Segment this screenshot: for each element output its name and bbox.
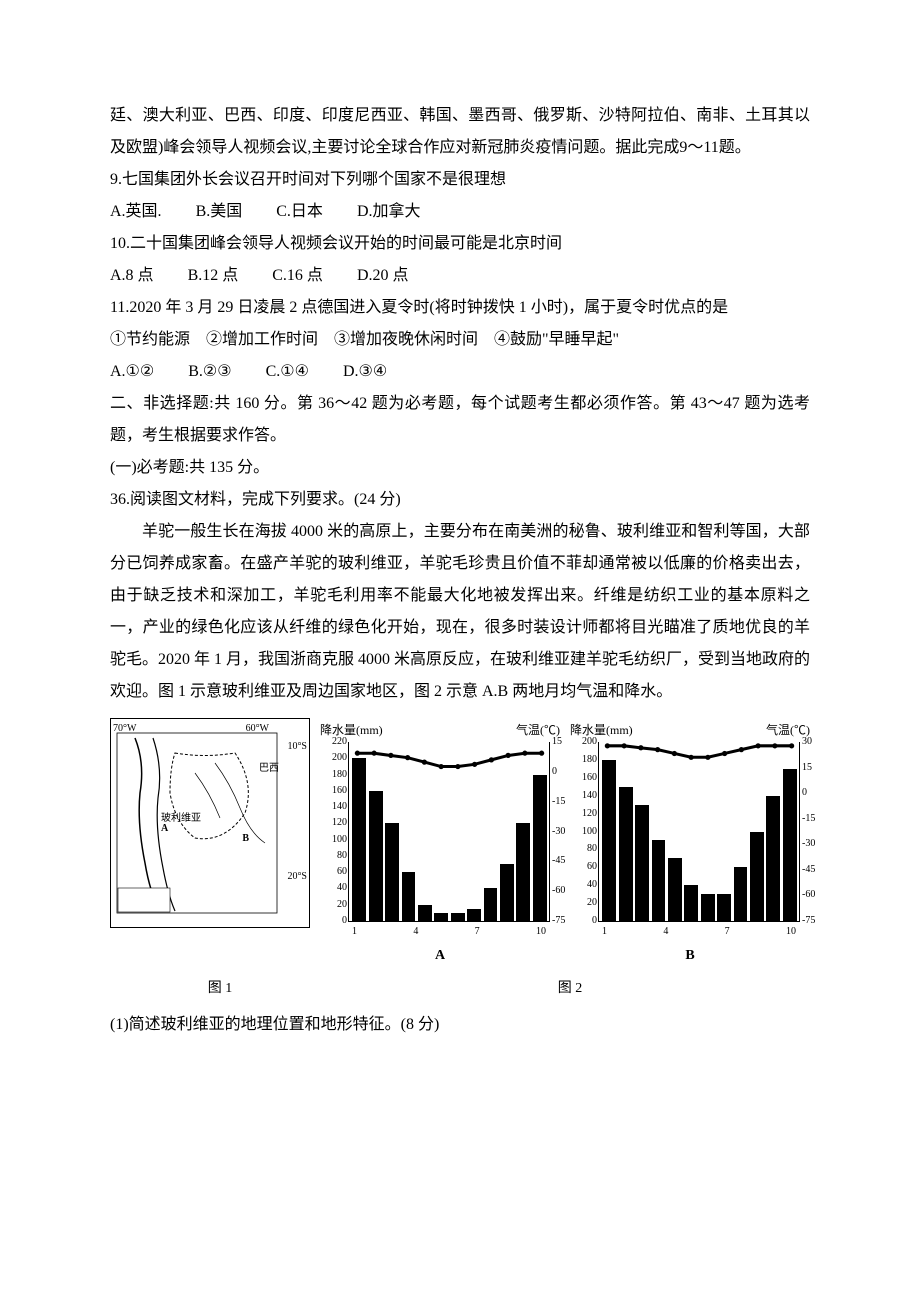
q10-optC: C.16 点 — [272, 260, 323, 292]
ytick-left: 200 — [571, 732, 597, 752]
figure2-charts: 降水量(mm) 气温(℃) 02040608010012014016018020… — [320, 718, 810, 970]
ytick-left: 120 — [571, 804, 597, 824]
intro-paragraph: 廷、澳大利亚、巴西、印度、印度尼西亚、韩国、墨西哥、俄罗斯、沙特阿拉伯、南非、土… — [110, 100, 810, 164]
ytick-left: 220 — [321, 732, 347, 752]
ytick-left: 100 — [571, 822, 597, 842]
q9-optB: B.美国 — [196, 196, 243, 228]
fig1-caption: 图 1 — [110, 975, 330, 1003]
q10-optA: A.8 点 — [110, 260, 154, 292]
ytick-left: 180 — [571, 750, 597, 770]
q11-optA: A.①② — [110, 356, 154, 388]
q11-optB: B.②③ — [188, 356, 231, 388]
section2-header: 二、非选择题:共 160 分。第 36～42 题为必考题，每个试题考生都必须作答… — [110, 388, 810, 452]
ytick-right: 15 — [802, 758, 836, 778]
chart-b-sub: B — [570, 942, 810, 970]
ytick-right: -75 — [802, 911, 836, 931]
ytick-right: 0 — [802, 783, 836, 803]
ytick-left: 60 — [571, 857, 597, 877]
ytick-right: 30 — [802, 732, 836, 752]
q36-sub1: (1)简述玻利维亚的地理位置和地形特征。(8 分) — [110, 1009, 810, 1041]
q11-stem: 11.2020 年 3 月 29 日凌晨 2 点德国进入夏令时(将时钟拨快 1 … — [110, 292, 810, 324]
q36-stem: 36.阅读图文材料，完成下列要求。(24 分) — [110, 484, 810, 516]
q10-optB: B.12 点 — [188, 260, 239, 292]
ytick-left: 80 — [571, 839, 597, 859]
ytick-left: 20 — [571, 893, 597, 913]
q9-optD: D.加拿大 — [357, 196, 421, 228]
figure1-map: 70°W 60°W 10°S 20°S 巴西 玻利维亚 A B — [110, 718, 310, 928]
q9-optA: A.英国. — [110, 196, 162, 228]
fig2-caption: 图 2 — [330, 975, 810, 1003]
q11-items: ①节约能源 ②增加工作时间 ③增加夜晚休闲时间 ④鼓励"早睡早起" — [110, 324, 810, 356]
chart-a-sub: A — [320, 942, 560, 970]
q36-passage: 羊驼一般生长在海拔 4000 米的高原上，主要分布在南美洲的秘鲁、玻利维亚和智利… — [110, 516, 810, 708]
chart-b-area: 020406080100120140160180200 -75-60-45-30… — [598, 742, 800, 922]
map-svg — [115, 723, 305, 923]
figures-row: 70°W 60°W 10°S 20°S 巴西 玻利维亚 A B 降水量(mm) … — [110, 718, 810, 970]
section2-sub: (一)必考题:共 135 分。 — [110, 452, 810, 484]
ytick-right: -60 — [802, 885, 836, 905]
ytick-left: 0 — [571, 911, 597, 931]
q10-options: A.8 点 B.12 点 C.16 点 D.20 点 — [110, 260, 810, 292]
figure-captions: 图 1 图 2 — [110, 975, 810, 1003]
q11-optD: D.③④ — [343, 356, 387, 388]
q10-optD: D.20 点 — [357, 260, 409, 292]
ytick-right: -45 — [802, 860, 836, 880]
ytick-right: -30 — [802, 834, 836, 854]
q10-stem: 10.二十国集团峰会领导人视频会议开始的时间最可能是北京时间 — [110, 228, 810, 260]
q11-optC: C.①④ — [266, 356, 309, 388]
q9-stem: 9.七国集团外长会议召开时间对下列哪个国家不是很理想 — [110, 164, 810, 196]
ytick-left: 40 — [571, 875, 597, 895]
ytick-right: -15 — [802, 809, 836, 829]
q11-options: A.①② B.②③ C.①④ D.③④ — [110, 356, 810, 388]
chart-a-area: 020406080100120140160180200220 -75-60-45… — [348, 742, 550, 922]
chart-b: 降水量(mm) 气温(℃) 02040608010012014016018020… — [570, 718, 810, 970]
ytick-left: 160 — [571, 768, 597, 788]
q9-optC: C.日本 — [276, 196, 323, 228]
ytick-left: 140 — [571, 786, 597, 806]
q9-options: A.英国. B.美国 C.日本 D.加拿大 — [110, 196, 810, 228]
chart-a: 降水量(mm) 气温(℃) 02040608010012014016018020… — [320, 718, 560, 970]
